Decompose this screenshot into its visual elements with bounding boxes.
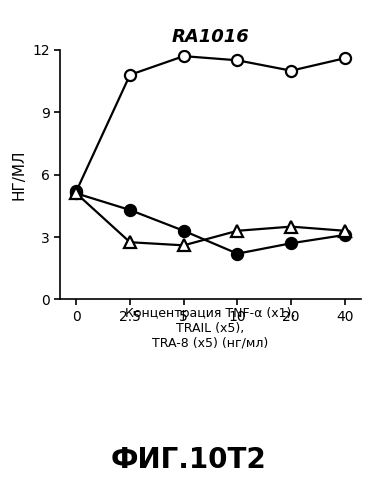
Y-axis label: НГ/МЛ: НГ/МЛ — [12, 149, 27, 200]
Text: TRAIL (x5),: TRAIL (x5), — [176, 322, 245, 335]
Text: Концентрация TNF-α (x1),: Концентрация TNF-α (x1), — [125, 307, 296, 320]
Text: TRA-8 (x5) (нг/мл): TRA-8 (x5) (нг/мл) — [152, 337, 269, 350]
Title: RA1016: RA1016 — [172, 27, 249, 45]
Text: ФИГ.10Т2: ФИГ.10Т2 — [110, 446, 266, 474]
